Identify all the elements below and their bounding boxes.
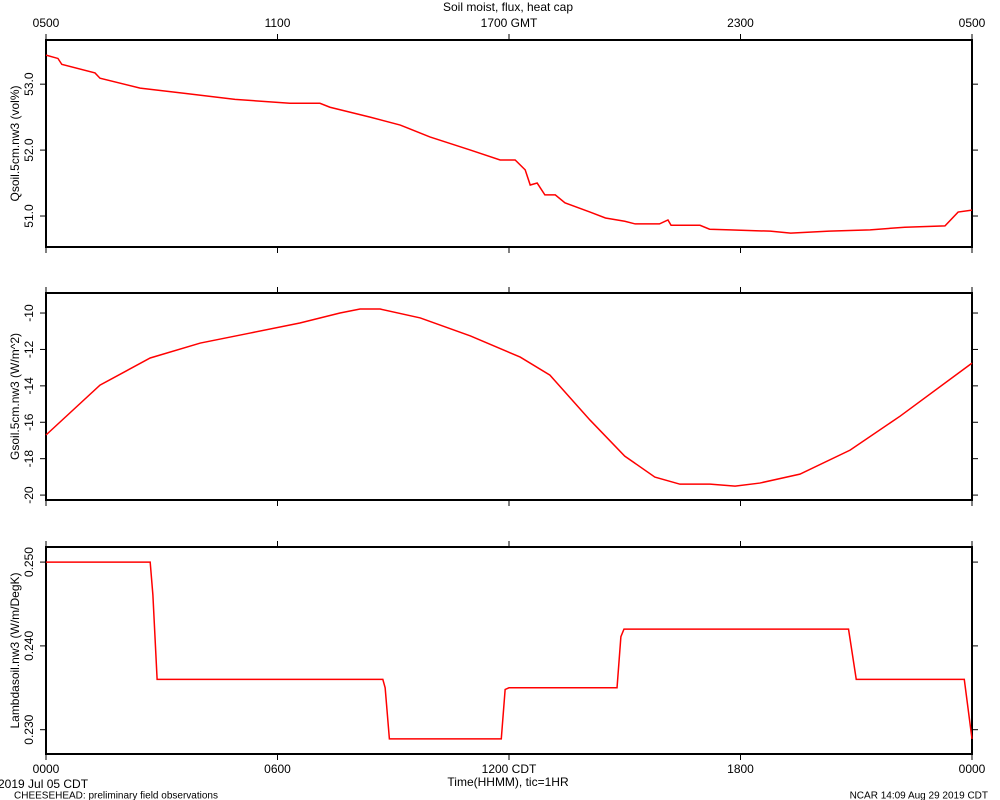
y-tick-label: 0.250 bbox=[22, 547, 36, 577]
data-line bbox=[45, 308, 973, 487]
y-tick-label: 52.0 bbox=[22, 138, 36, 162]
x2-tick-label: 1100 bbox=[265, 16, 291, 30]
y-tick-label: 0.240 bbox=[22, 631, 36, 661]
x2-tick-label: 0500 bbox=[959, 16, 986, 30]
plot-frame bbox=[45, 39, 973, 248]
x-tick-label: 0000 bbox=[959, 762, 986, 776]
y-tick-label: -16 bbox=[22, 413, 36, 431]
y-tick-label: -12 bbox=[22, 340, 36, 358]
data-line bbox=[45, 54, 973, 234]
x-tick-label: 0000 bbox=[33, 762, 60, 776]
plot-frame bbox=[45, 292, 973, 501]
y-tick-label: -14 bbox=[22, 377, 36, 395]
x-tick-label: 0600 bbox=[264, 762, 291, 776]
x-tick-label: 1200 CDT bbox=[482, 762, 537, 776]
plot-frame bbox=[45, 546, 973, 755]
y-axis-label: Gsoil.5cm.nw3 (W/m^2) bbox=[8, 333, 22, 460]
footer-right: NCAR 14:09 Aug 29 2019 CDT bbox=[850, 791, 988, 800]
y-axis-label: Lambdasoil.nw3 (W/m/DegK) bbox=[8, 572, 22, 728]
y-tick-label: -10 bbox=[22, 304, 36, 322]
chart-title: Soil moist, flux, heat cap bbox=[443, 0, 573, 14]
x2-tick-label: 2300 bbox=[727, 16, 754, 30]
y-tick-label: 51.0 bbox=[22, 204, 36, 228]
y-tick-label: -18 bbox=[22, 450, 36, 468]
data-line bbox=[46, 561, 973, 740]
x2-tick-label: 1700 GMT bbox=[481, 16, 538, 30]
y-axis-label: Qsoil.5cm.nw3 (vol%) bbox=[8, 85, 22, 201]
x-axis-label: Time(HHMM), tic=1HR bbox=[447, 775, 569, 789]
date-label: 2019 Jul 05 CDT bbox=[0, 777, 89, 791]
y-tick-label: -20 bbox=[22, 486, 36, 504]
y-tick-label: 0.230 bbox=[22, 714, 36, 744]
x-tick-label: 1800 bbox=[727, 762, 754, 776]
footer-left: CHEESEHEAD: preliminary field observatio… bbox=[14, 791, 218, 800]
x2-tick-label: 0500 bbox=[33, 16, 60, 30]
y-tick-label: 53.0 bbox=[22, 72, 36, 96]
